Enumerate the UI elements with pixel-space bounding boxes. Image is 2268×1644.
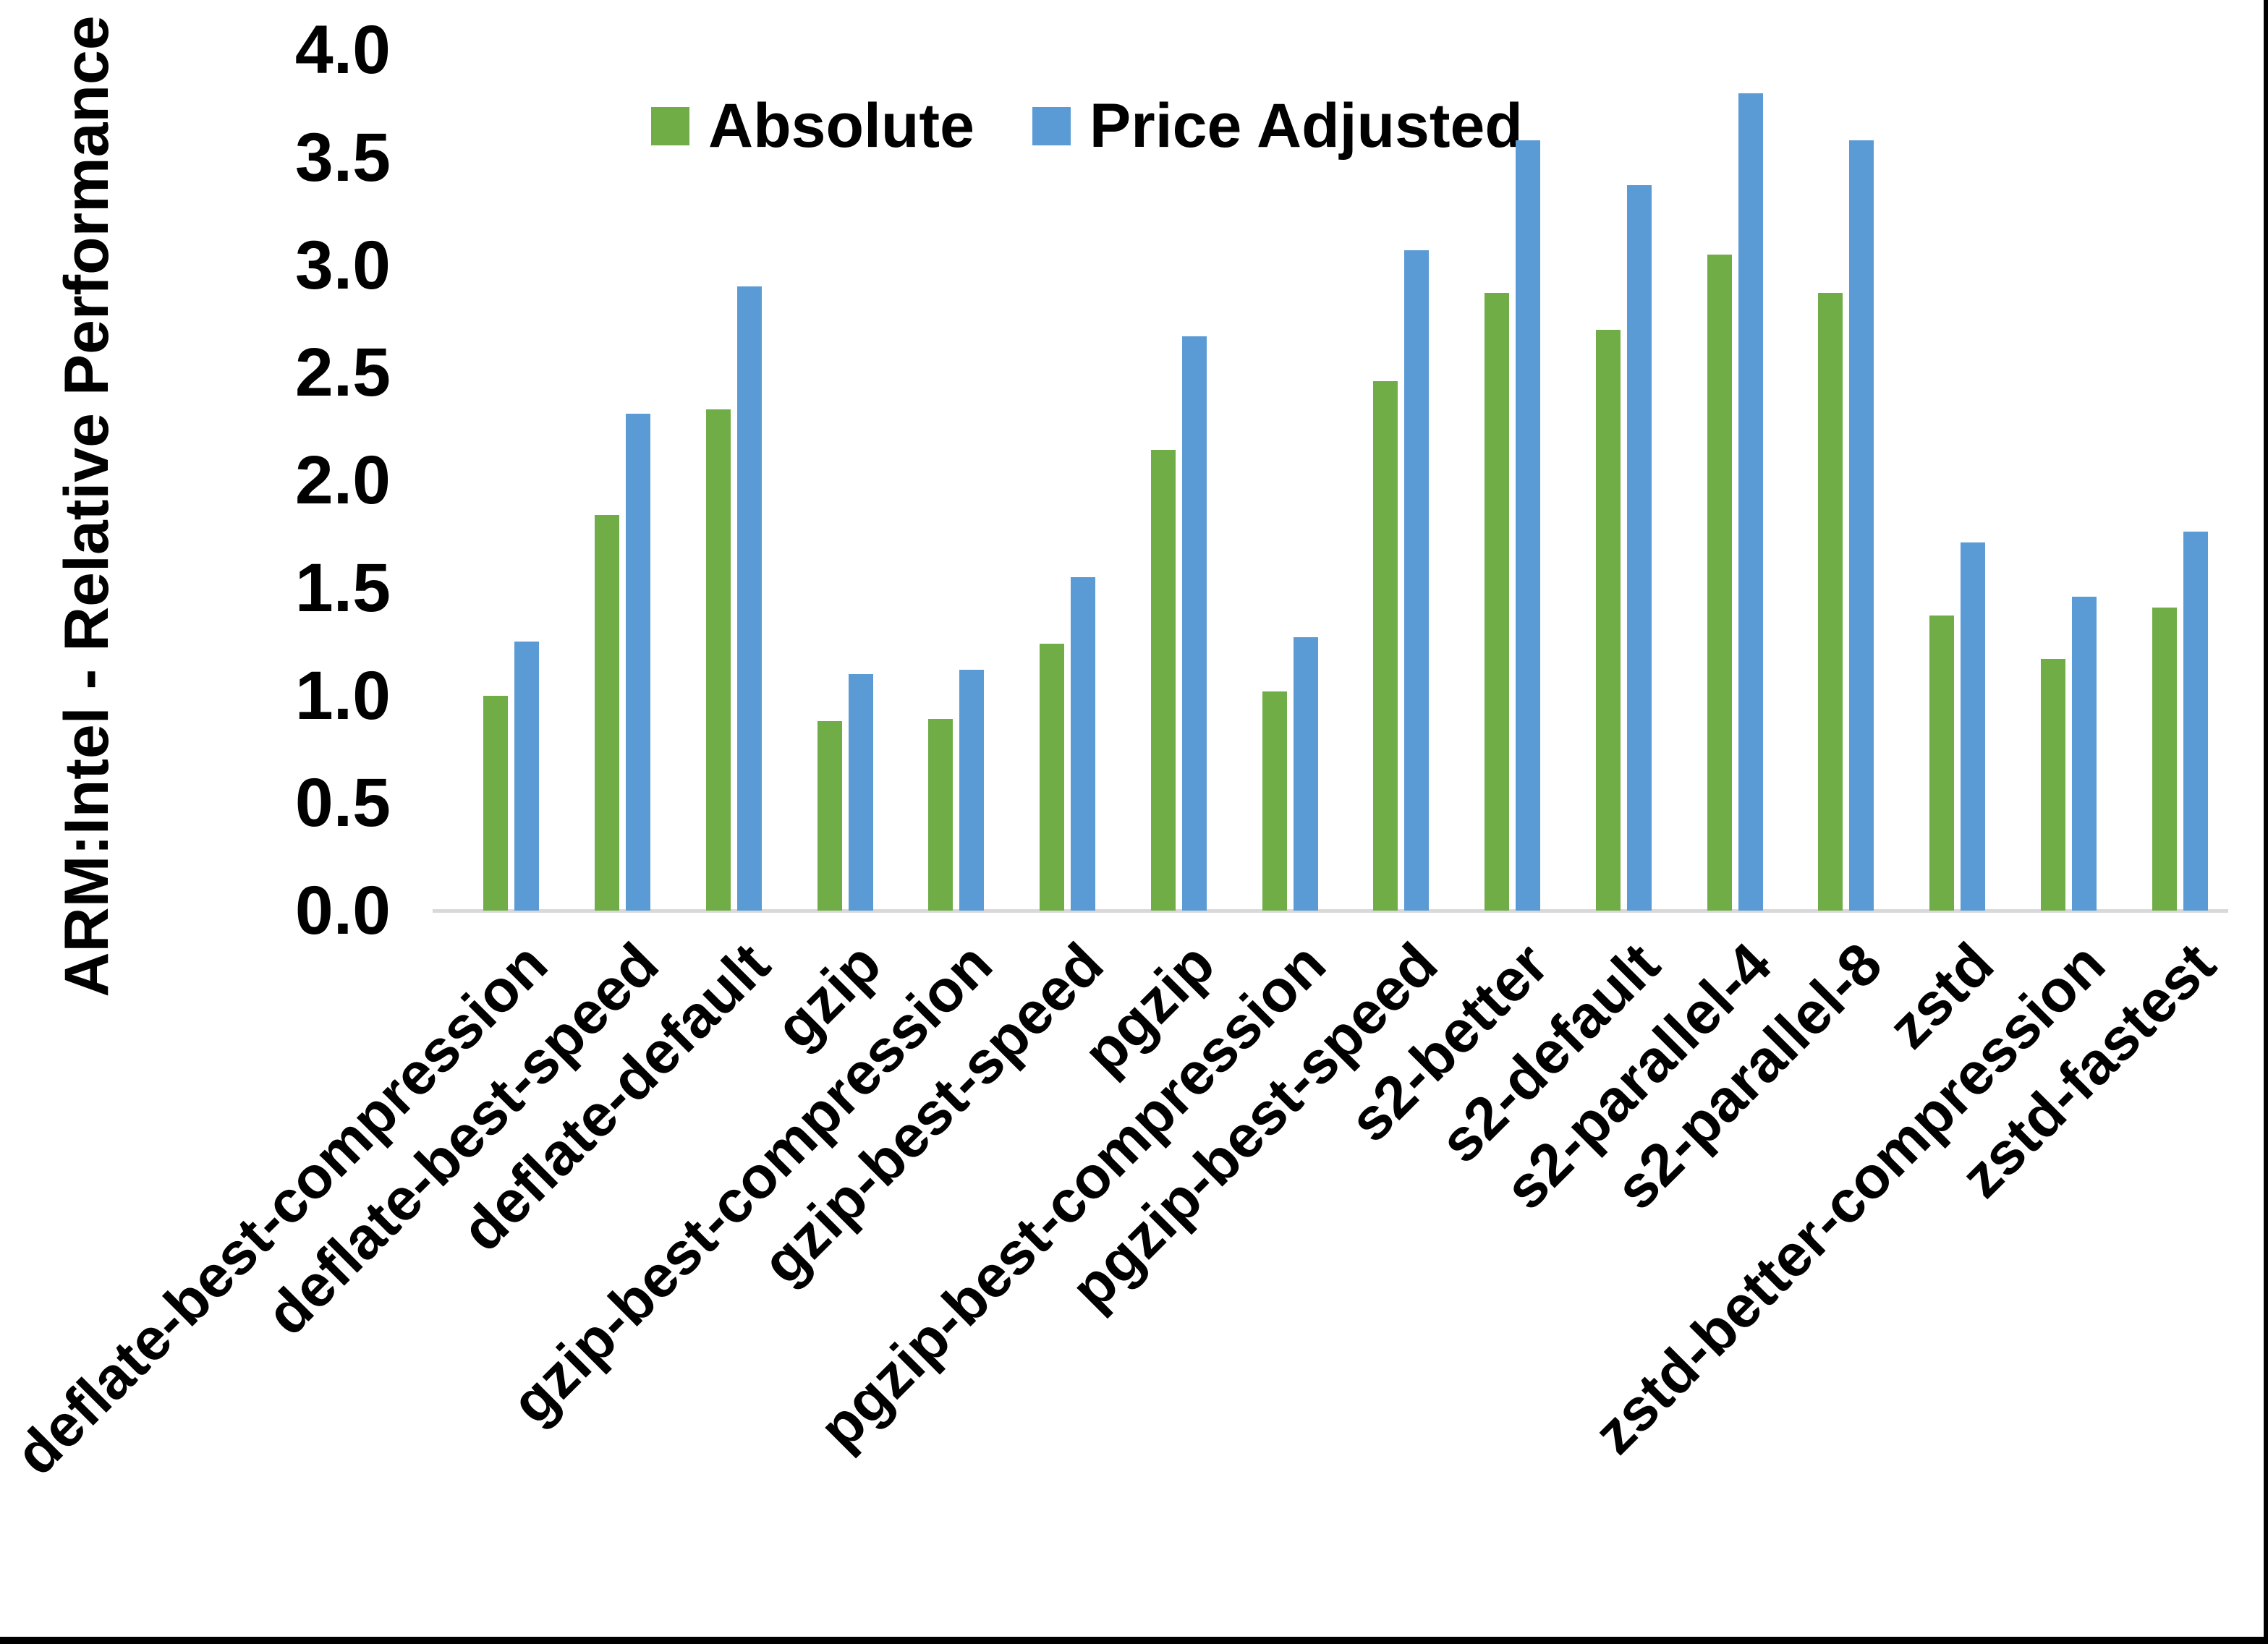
legend-label-absolute: Absolute: [708, 91, 974, 161]
y-tick-1.5: 1.5: [294, 549, 391, 626]
bar-absolute-gzip-best-speed: [1040, 644, 1065, 911]
bar-price-adjusted-s2-default: [1626, 185, 1652, 911]
window-border-right: [2264, 0, 2268, 1644]
bar-absolute-pgzip-best-compression: [1262, 691, 1287, 911]
bar-absolute-deflate-default: [705, 409, 731, 911]
bar-absolute-gzip: [817, 721, 842, 911]
bar-price-adjusted-s2-parallel-8: [1849, 140, 1874, 911]
bar-price-adjusted-pgzip-best-compression: [1293, 637, 1318, 911]
bar-price-adjusted-gzip-best-compression: [959, 669, 985, 911]
bar-absolute-deflate-best-compression: [483, 695, 509, 911]
bar-price-adjusted-zstd: [1961, 542, 1986, 911]
y-tick-2.0: 2.0: [294, 442, 391, 519]
bar-price-adjusted-deflate-default: [736, 286, 762, 911]
y-tick-0.0: 0.0: [294, 872, 391, 949]
bar-price-adjusted-s2-parallel-4: [1738, 93, 1763, 911]
bar-price-adjusted-pgzip-best-speed: [1404, 250, 1430, 911]
bar-absolute-s2-better: [1485, 293, 1510, 911]
y-tick-0.5: 0.5: [294, 764, 391, 842]
bar-absolute-gzip-best-compression: [928, 719, 954, 911]
bar-price-adjusted-zstd-better-compression: [2071, 596, 2097, 911]
legend-item-absolute: Absolute: [651, 90, 974, 162]
bar-price-adjusted-s2-better: [1516, 140, 1541, 911]
bar-absolute-zstd-better-compression: [2040, 658, 2065, 911]
bar-price-adjusted-gzip: [848, 673, 873, 911]
legend: Absolute Price Adjusted: [651, 90, 1523, 162]
bar-absolute-s2-parallel-4: [1707, 254, 1732, 911]
legend-label-price-adjusted: Price Adjusted: [1089, 91, 1523, 161]
y-tick-4.0: 4.0: [294, 12, 391, 88]
bar-absolute-zstd: [1929, 616, 1955, 911]
x-axis-line: [433, 909, 2228, 913]
bar-absolute-s2-default: [1595, 329, 1621, 911]
bar-absolute-pgzip-best-speed: [1373, 381, 1398, 911]
legend-item-price-adjusted: Price Adjusted: [1032, 90, 1523, 162]
bar-price-adjusted-deflate-best-compression: [514, 642, 540, 911]
y-tick-2.5: 2.5: [294, 334, 391, 412]
bar-price-adjusted-deflate-best-speed: [626, 413, 651, 911]
bar-price-adjusted-zstd-fastest: [2183, 532, 2208, 911]
legend-swatch-price-adjusted-icon: [1032, 107, 1071, 145]
y-tick-3.5: 3.5: [294, 119, 391, 196]
bar-absolute-s2-parallel-8: [1818, 293, 1843, 911]
bar-price-adjusted-pgzip: [1181, 336, 1207, 911]
legend-swatch-absolute-icon: [651, 107, 689, 145]
bar-absolute-pgzip: [1150, 450, 1176, 911]
y-tick-3.0: 3.0: [294, 226, 391, 304]
bar-absolute-zstd-fastest: [2152, 607, 2177, 911]
bar-absolute-deflate-best-speed: [595, 514, 620, 911]
y-tick-1.0: 1.0: [294, 657, 391, 734]
window-border-bottom: [0, 1637, 2268, 1644]
plot-area: [456, 50, 2235, 911]
bar-price-adjusted-gzip-best-speed: [1071, 576, 1096, 911]
y-axis-title: ARM:Intel - Relative Performance: [52, 15, 122, 997]
